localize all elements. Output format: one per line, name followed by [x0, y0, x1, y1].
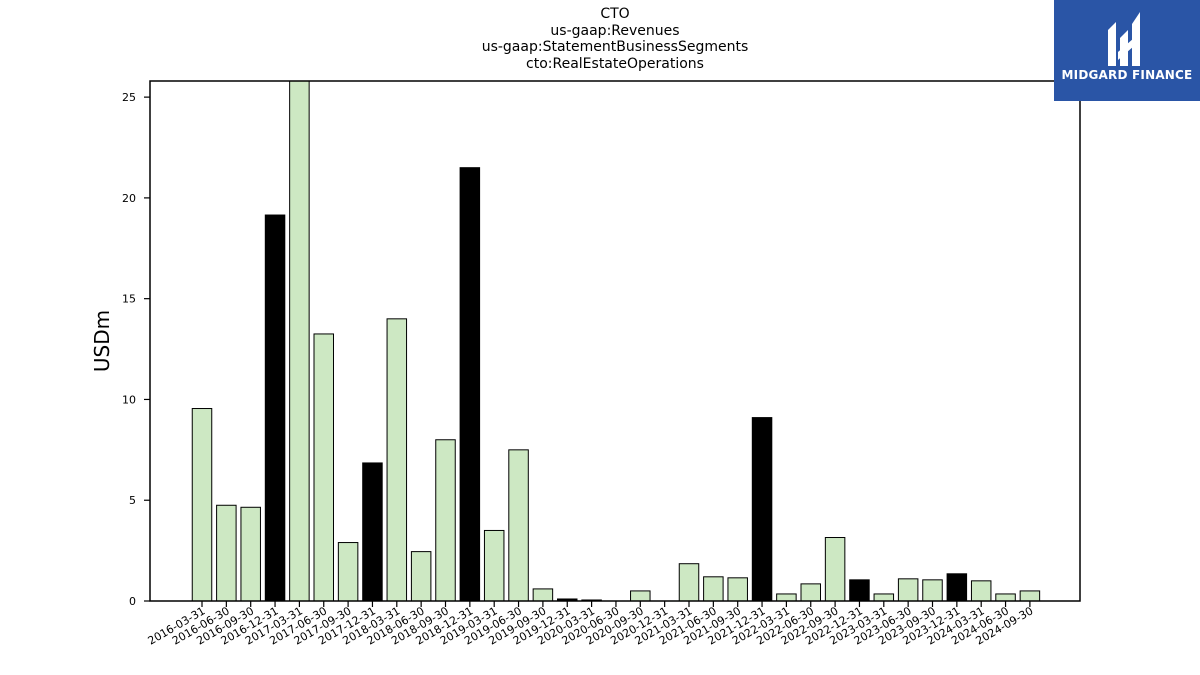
bar-2019-03-31	[483, 529, 505, 601]
bar-2018-06-30	[410, 551, 432, 601]
bar-2019-09-30	[532, 588, 554, 601]
title-line-company: CTO	[600, 6, 630, 22]
bar-2016-09-30	[240, 506, 261, 601]
y-tick-label-20: 20	[122, 192, 136, 205]
bar-2018-12-31	[459, 167, 481, 601]
bar-2017-09-30	[337, 542, 359, 601]
bar-2017-12-31	[362, 462, 383, 601]
bar-2017-03-31	[289, 81, 310, 601]
bar-2021-06-30	[703, 576, 724, 601]
bar-2019-06-30	[508, 449, 529, 601]
bar-2022-03-31	[776, 593, 797, 601]
bar-2018-09-30	[435, 439, 456, 601]
bar-2016-12-31	[264, 214, 286, 601]
y-tick-label-0: 0	[129, 595, 136, 608]
midgard-logo: MIDGARD FINANCE	[1054, 0, 1200, 101]
bar-2020-09-30	[630, 590, 651, 601]
midgard-logo-icon	[1108, 12, 1140, 66]
bar-2017-06-30	[313, 333, 334, 601]
bar-2024-03-31	[970, 580, 992, 601]
bar-2022-06-30	[800, 583, 821, 601]
bar-2023-12-31	[946, 573, 968, 601]
bar-2024-09-30	[1019, 590, 1041, 601]
title-line-axis: us-gaap:StatementBusinessSegments	[481, 39, 749, 55]
y-tick-label-15: 15	[122, 293, 136, 306]
bar-2022-12-31	[849, 579, 870, 601]
y-axis-label: USDm	[90, 310, 114, 372]
y-tick-label-5: 5	[129, 494, 136, 507]
logo-text: MIDGARD FINANCE	[1061, 68, 1193, 82]
bar-2023-09-30	[922, 579, 943, 601]
y-tick-label-25: 25	[122, 91, 136, 104]
bar-2023-06-30	[897, 578, 919, 601]
bar-2016-06-30	[216, 504, 237, 601]
title-line-member: cto:RealEstateOperations	[526, 55, 704, 72]
bar-2018-03-31	[386, 318, 408, 601]
title-line-concept: us-gaap:Revenues	[550, 22, 680, 39]
plot-frame	[149, 80, 1081, 602]
chart-title: CTO us-gaap:Revenues us-gaap:StatementBu…	[150, 6, 1080, 72]
bar-2021-03-31	[678, 563, 700, 601]
bar-2023-03-31	[873, 593, 895, 601]
bar-2022-09-30	[824, 537, 846, 601]
bar-2024-06-30	[995, 593, 1016, 601]
bar-2016-03-31	[191, 408, 213, 601]
bar-2021-09-30	[727, 577, 748, 601]
bar-2021-12-31	[751, 417, 773, 601]
y-tick-label-10: 10	[122, 393, 136, 406]
